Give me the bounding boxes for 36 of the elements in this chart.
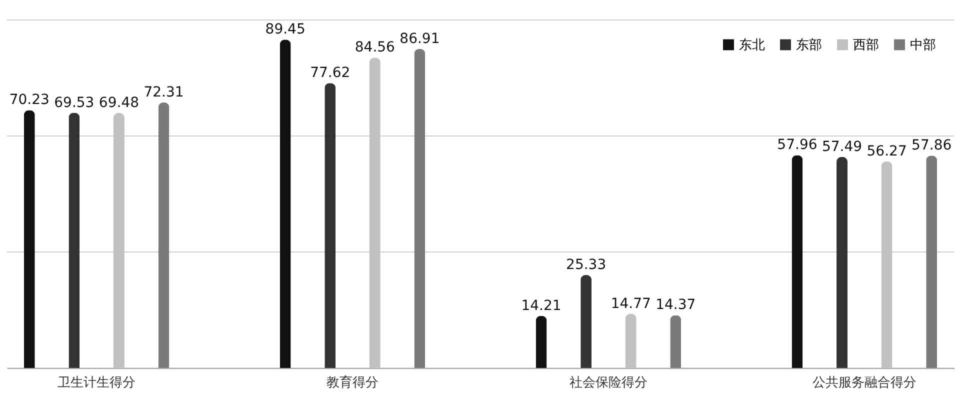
data-label: 14.77 (610, 296, 651, 312)
data-label: 89.45 (265, 22, 306, 38)
data-label: 56.27 (866, 143, 907, 160)
x-tick-label: 卫生计生得分 (58, 376, 136, 390)
bar (580, 275, 592, 368)
data-label: 57.86 (912, 138, 952, 154)
data-label: 77.62 (310, 65, 350, 82)
bar (926, 156, 938, 368)
data-label: 84.56 (354, 40, 396, 56)
bar (670, 315, 682, 368)
bar (836, 156, 848, 368)
bar (24, 110, 35, 368)
bar (68, 112, 80, 368)
x-tick-label: 公共服务融合得分 (812, 376, 916, 390)
legend-label: 东北 (739, 38, 765, 53)
data-label: 57.96 (777, 137, 818, 154)
legend-label: 中部 (910, 38, 936, 53)
x-tick-label: 社会保险得分 (569, 376, 648, 390)
bar (792, 155, 803, 368)
data-label: 70.23 (9, 92, 50, 108)
data-label: 86.91 (400, 30, 440, 47)
bar (414, 48, 426, 368)
x-tick-label: 教育得分 (326, 374, 379, 390)
bar (536, 316, 547, 368)
data-label: 14.37 (656, 297, 696, 314)
bar (280, 40, 291, 368)
data-label: 69.53 (54, 94, 94, 111)
data-label: 57.49 (822, 138, 862, 155)
data-label: 69.48 (98, 94, 140, 111)
bar (324, 83, 336, 368)
data-label: 14.21 (521, 298, 562, 314)
data-label: 72.31 (144, 84, 184, 101)
legend-label: 东部 (796, 38, 822, 53)
data-label: 25.33 (566, 257, 606, 274)
bar (158, 102, 170, 368)
legend-label: 西部 (853, 38, 879, 53)
